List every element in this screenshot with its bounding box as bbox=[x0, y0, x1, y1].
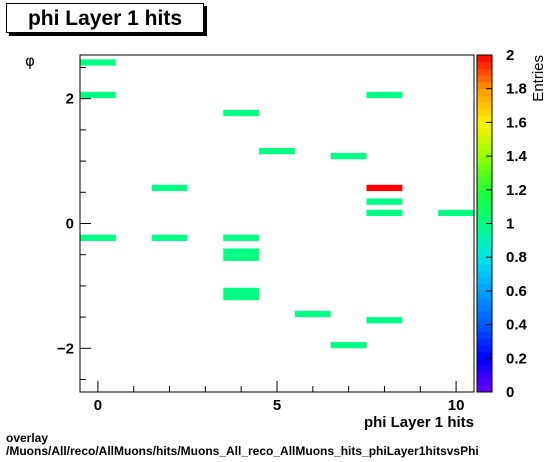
palette-cell bbox=[477, 55, 492, 63]
heatmap-bin bbox=[259, 147, 295, 155]
palette-cell bbox=[477, 95, 492, 103]
heatmap-bin bbox=[366, 198, 403, 205]
palette-cell bbox=[477, 108, 492, 117]
heatmap-bin bbox=[330, 342, 367, 349]
palette-cell bbox=[477, 344, 492, 352]
y-axis-label: φ bbox=[25, 52, 35, 70]
palette-cell bbox=[477, 142, 492, 150]
x-tick-label: 5 bbox=[273, 397, 281, 414]
palette-cell bbox=[477, 210, 492, 218]
palette-cell bbox=[477, 284, 492, 292]
x-tick-label: 0 bbox=[94, 397, 102, 414]
z-tick-label: 1 bbox=[506, 216, 514, 233]
heatmap-bin bbox=[223, 109, 260, 117]
palette-cell bbox=[477, 156, 492, 164]
palette-cell bbox=[477, 250, 492, 258]
heatmap-bin bbox=[223, 248, 260, 255]
palette-cell bbox=[477, 243, 492, 251]
x-axis-label: phi Layer 1 hits bbox=[364, 414, 474, 431]
palette-cell bbox=[477, 304, 492, 312]
z-tick-label: 1.4 bbox=[506, 148, 528, 165]
palette-cell bbox=[477, 365, 492, 373]
heatmap-bin bbox=[151, 234, 188, 241]
palette-cell bbox=[477, 203, 492, 211]
palette-cell bbox=[477, 324, 492, 332]
palette-cell bbox=[477, 135, 492, 144]
palette-cell bbox=[477, 311, 492, 319]
heatmap-bin bbox=[80, 234, 116, 241]
palette-cell bbox=[477, 216, 492, 224]
palette-cell bbox=[477, 61, 492, 69]
heatmap-bin bbox=[223, 287, 260, 295]
heatmap-bin bbox=[366, 317, 403, 324]
palette-cell bbox=[477, 297, 492, 305]
palette-cell bbox=[477, 317, 492, 325]
chart-title: phi Layer 1 hits bbox=[27, 7, 183, 30]
palette-cell bbox=[477, 68, 492, 76]
z-tick-label: 0 bbox=[506, 384, 514, 401]
palette-cell bbox=[477, 378, 492, 386]
z-tick-label: 0.2 bbox=[506, 350, 527, 367]
y-tick-label: −2 bbox=[57, 340, 74, 357]
palette-cell bbox=[477, 196, 492, 204]
palette-cell bbox=[477, 290, 492, 299]
title-box: phi Layer 1 hits bbox=[6, 3, 204, 33]
palette-cell bbox=[477, 102, 492, 110]
palette-cell bbox=[477, 358, 492, 366]
z-tick-label: 1.6 bbox=[506, 114, 527, 131]
palette-cell bbox=[477, 129, 492, 137]
z-tick-label: 0.6 bbox=[506, 283, 527, 300]
x-tick-label: 10 bbox=[448, 397, 465, 414]
z-tick-label: 0.4 bbox=[506, 317, 528, 334]
palette-cell bbox=[477, 115, 492, 123]
palette-cell bbox=[477, 183, 492, 191]
palette-cell bbox=[477, 162, 492, 170]
z-tick-label: 2 bbox=[506, 47, 514, 64]
palette-cell bbox=[477, 385, 492, 393]
palette-cell bbox=[477, 189, 492, 197]
palette-cell bbox=[477, 236, 492, 245]
palette-cell bbox=[477, 371, 492, 379]
palette-cell bbox=[477, 257, 492, 265]
heatmap-bin bbox=[330, 152, 367, 160]
footer-line-2: /Muons/All/reco/AllMuons/hits/Muons_All_… bbox=[6, 444, 479, 458]
palette-cell bbox=[477, 230, 492, 238]
palette-cell bbox=[477, 122, 492, 130]
heatmap-bin bbox=[223, 294, 260, 301]
palette-cell bbox=[477, 338, 492, 346]
y-tick-label: 2 bbox=[66, 91, 74, 108]
palette-cell bbox=[477, 331, 492, 339]
footer: overlay /Muons/All/reco/AllMuons/hits/Mu… bbox=[6, 432, 479, 458]
heatmap-bin bbox=[294, 310, 331, 318]
palette-cell bbox=[477, 169, 492, 177]
palette-cell bbox=[477, 351, 492, 359]
heatmap-bin bbox=[223, 254, 260, 261]
palette-cell bbox=[477, 149, 492, 157]
palette-cell bbox=[477, 81, 492, 90]
y-tick-label: 0 bbox=[66, 216, 74, 233]
z-axis-label: Entries bbox=[530, 55, 546, 102]
palette-cell bbox=[477, 277, 492, 285]
palette-cell bbox=[477, 223, 492, 231]
heatmap-bin bbox=[80, 59, 116, 66]
heatmap-bin bbox=[366, 184, 403, 192]
palette-cell bbox=[477, 75, 492, 83]
palette-cell bbox=[477, 176, 492, 184]
footer-line-1: overlay bbox=[6, 431, 49, 445]
heatmap-bin bbox=[366, 209, 403, 217]
palette-cell bbox=[477, 263, 492, 272]
heatmap-bin bbox=[80, 91, 116, 99]
z-tick-label: 0.8 bbox=[506, 249, 527, 266]
heatmap-bin bbox=[151, 184, 188, 192]
plot-area bbox=[80, 55, 474, 392]
palette-cell bbox=[477, 270, 492, 278]
heatmap-bin bbox=[223, 234, 260, 241]
z-tick-label: 1.2 bbox=[506, 182, 527, 199]
palette-cell bbox=[477, 88, 492, 96]
heatmap-bin bbox=[366, 91, 403, 99]
z-tick-label: 1.8 bbox=[506, 81, 527, 98]
heatmap-bin bbox=[438, 209, 474, 217]
